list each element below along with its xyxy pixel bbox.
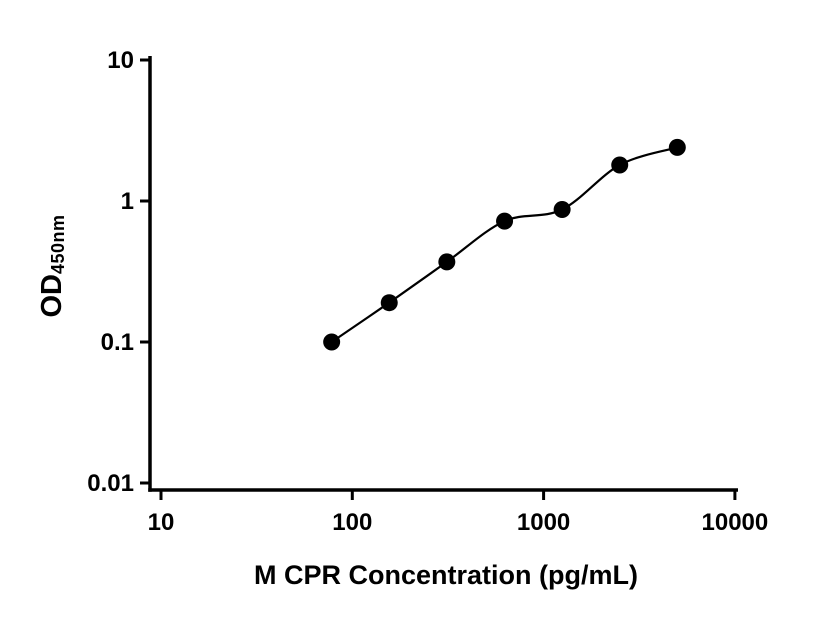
data-point (611, 156, 629, 174)
y-tick-label: 10 (107, 47, 134, 74)
data-point (668, 138, 686, 156)
data-point (438, 253, 456, 271)
x-axis-title: M CPR Concentration (pg/mL) (254, 560, 638, 590)
data-point (496, 212, 514, 230)
y-axis-title-subscript: 450nm (48, 214, 68, 275)
y-tick-label: 0.1 (101, 329, 134, 356)
x-tick-label: 10000 (702, 509, 769, 536)
data-point (553, 201, 571, 219)
y-axis-title-main: OD (36, 274, 68, 318)
x-tick-label: 1000 (517, 509, 570, 536)
x-tick-label: 10 (148, 509, 175, 536)
y-axis-title: OD450nm (34, 156, 70, 376)
x-tick-label: 100 (332, 509, 372, 536)
data-point (380, 294, 398, 312)
y-tick-label: 0.01 (87, 470, 134, 497)
fit-curve (331, 146, 678, 343)
data-point (323, 333, 341, 351)
y-tick-label: 1 (121, 188, 134, 215)
